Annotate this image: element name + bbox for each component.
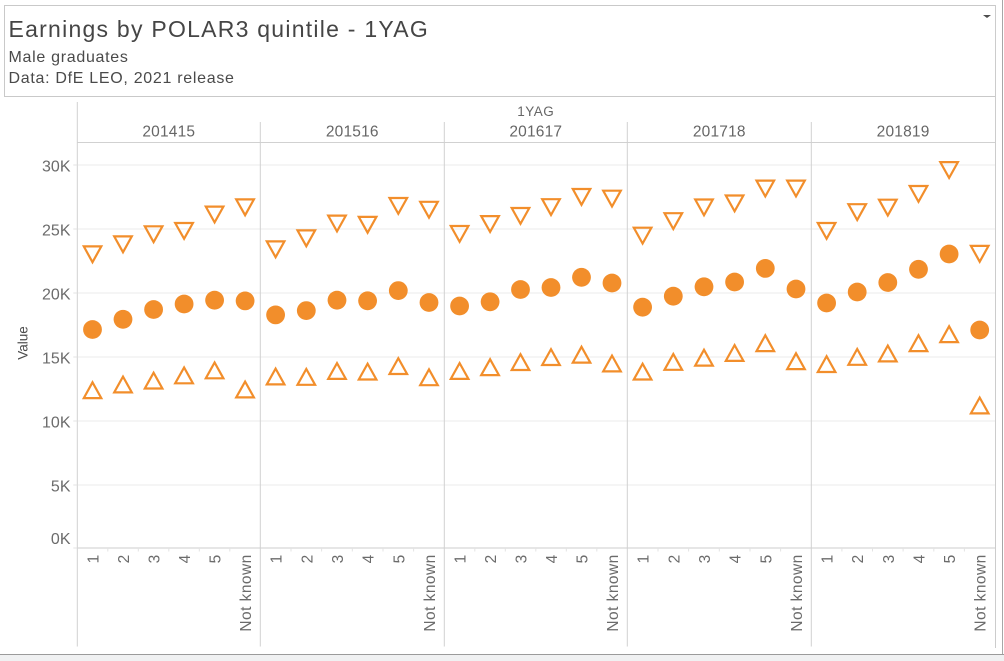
svg-text:25K: 25K	[42, 223, 71, 240]
svg-text:0K: 0K	[51, 531, 71, 548]
svg-text:Not known: Not known	[238, 554, 255, 631]
svg-text:2: 2	[299, 554, 316, 563]
svg-text:5: 5	[391, 554, 408, 563]
svg-text:Not known: Not known	[973, 554, 990, 631]
svg-text:2: 2	[666, 554, 683, 563]
svg-text:20K: 20K	[42, 287, 71, 304]
svg-text:5: 5	[758, 554, 775, 563]
svg-text:1: 1	[86, 554, 103, 563]
svg-text:201819: 201819	[877, 124, 930, 141]
svg-text:Value: Value	[16, 326, 31, 360]
svg-text:1: 1	[269, 554, 286, 563]
svg-text:1: 1	[636, 554, 653, 563]
svg-text:2: 2	[116, 554, 133, 563]
svg-text:5: 5	[208, 554, 225, 563]
svg-text:4: 4	[361, 554, 378, 563]
svg-text:2: 2	[850, 554, 867, 563]
svg-text:3: 3	[881, 554, 898, 563]
svg-text:201415: 201415	[142, 124, 195, 141]
svg-text:5K: 5K	[51, 479, 71, 496]
svg-text:4: 4	[177, 554, 194, 563]
svg-text:201617: 201617	[509, 124, 562, 141]
svg-text:5: 5	[575, 554, 592, 563]
svg-text:3: 3	[514, 554, 531, 563]
svg-text:4: 4	[728, 554, 745, 563]
svg-text:3: 3	[147, 554, 164, 563]
svg-text:30K: 30K	[42, 159, 71, 176]
svg-text:Not known: Not known	[605, 554, 622, 631]
svg-text:4: 4	[912, 554, 929, 563]
svg-text:Not known: Not known	[422, 554, 439, 631]
svg-text:10K: 10K	[42, 415, 71, 432]
svg-text:201718: 201718	[693, 124, 746, 141]
svg-text:3: 3	[697, 554, 714, 563]
svg-text:3: 3	[330, 554, 347, 563]
svg-text:5: 5	[942, 554, 959, 563]
svg-text:15K: 15K	[42, 351, 71, 368]
svg-text:Not known: Not known	[789, 554, 806, 631]
svg-text:201516: 201516	[326, 124, 379, 141]
svg-text:2: 2	[483, 554, 500, 563]
svg-text:1: 1	[453, 554, 470, 563]
svg-text:1YAG: 1YAG	[517, 104, 554, 119]
svg-text:1: 1	[820, 554, 837, 563]
svg-text:4: 4	[544, 554, 561, 563]
